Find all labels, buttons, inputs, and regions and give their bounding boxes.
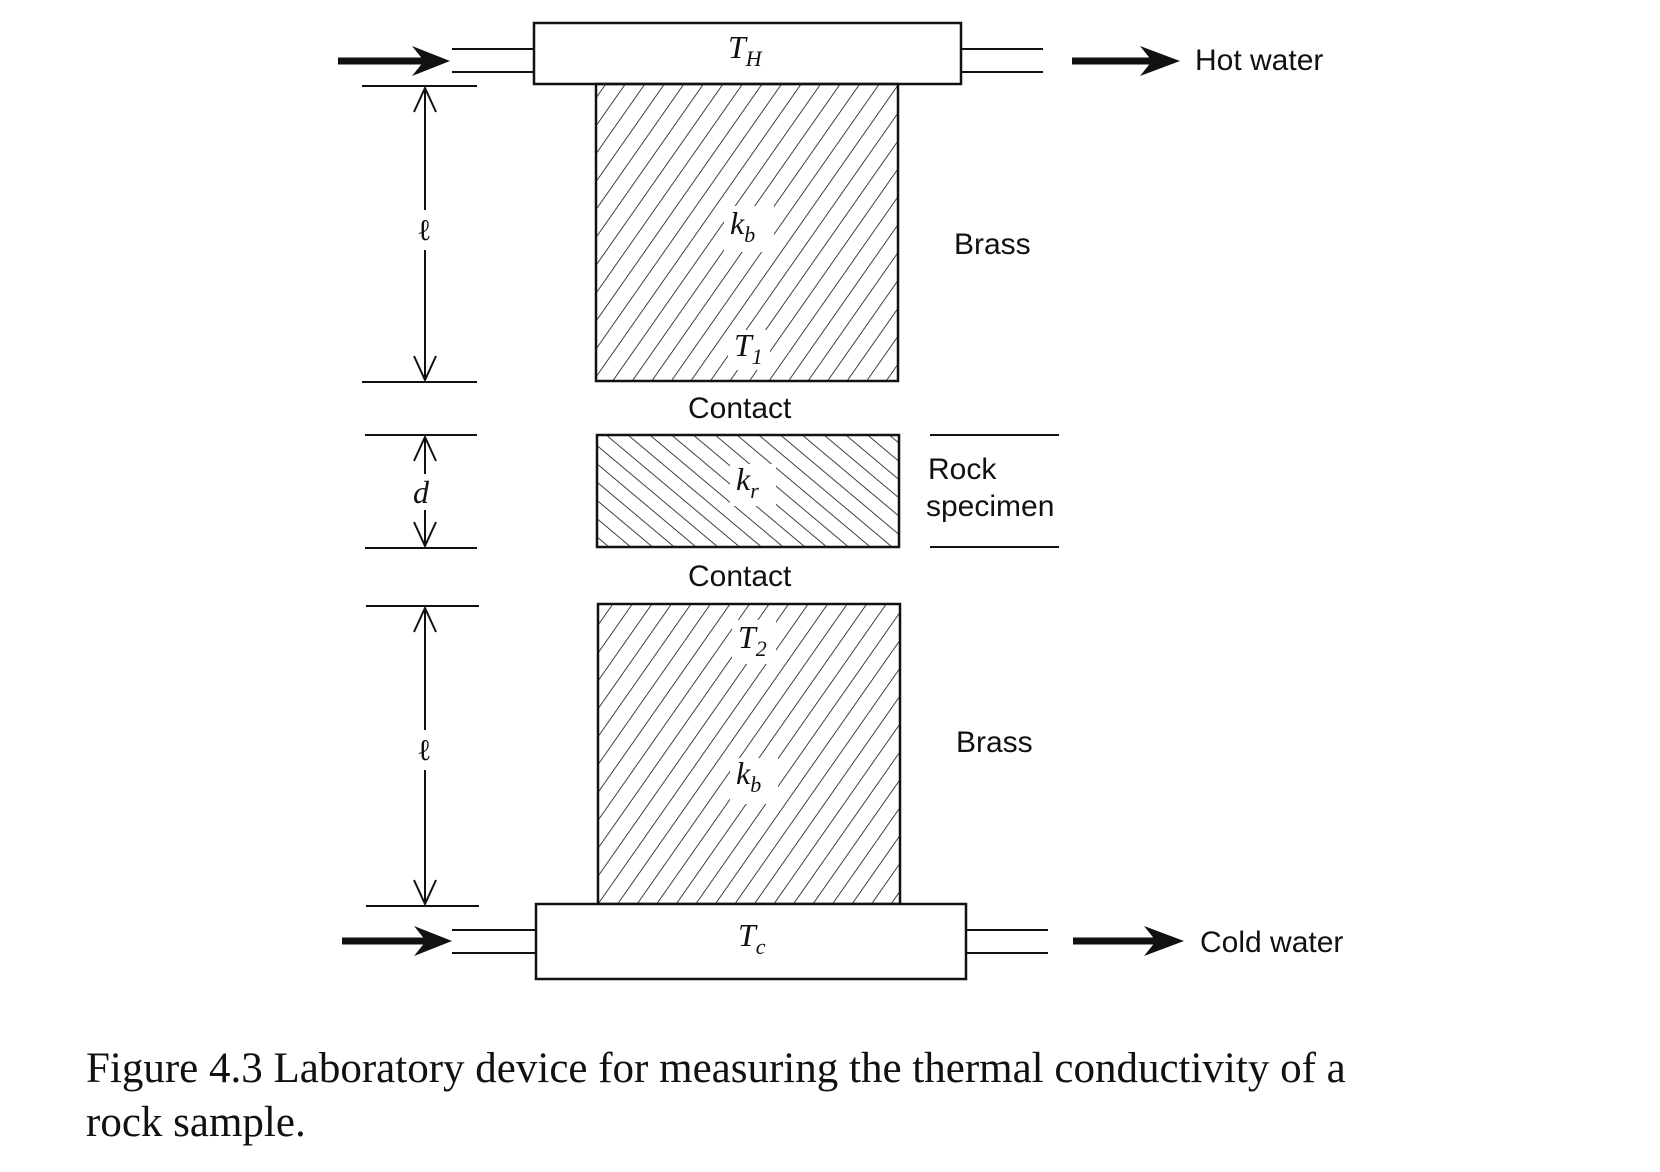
- upper-brass-conductivity: kb: [730, 205, 755, 247]
- lower-brass-label: Brass: [956, 726, 1033, 759]
- rock-label-line2: specimen: [926, 490, 1054, 523]
- dimension-upper-length: ℓ: [362, 85, 477, 383]
- dimension-upper-length-label: ℓ: [417, 214, 431, 247]
- rock-conductivity: kr: [736, 461, 759, 503]
- hot-water-label: Hot water: [1195, 44, 1323, 77]
- cold-inlet-arrow-icon: [342, 926, 452, 956]
- rock-specimen: kr Rock specimen: [595, 433, 1059, 549]
- rock-label-line1: Rock: [928, 453, 997, 486]
- hot-outlet-arrow-icon: [1072, 46, 1180, 76]
- cold-water-label: Cold water: [1200, 926, 1343, 959]
- dimension-rock-thickness-label: d: [413, 474, 430, 510]
- hot-bath-box: [532, 21, 963, 86]
- upper-brass-label: Brass: [954, 228, 1031, 261]
- contact-top-label: Contact: [688, 392, 792, 425]
- temperature-t2: T2: [738, 619, 767, 661]
- cold-outlet-arrow-icon: [1073, 926, 1184, 956]
- contact-bottom-label: Contact: [688, 560, 792, 593]
- cold-bath-box: [534, 902, 968, 981]
- figure-caption-line2: rock sample.: [86, 1099, 306, 1146]
- lower-brass-block: T2 kb Brass: [596, 602, 1033, 906]
- hot-bath-temperature: TH: [728, 29, 763, 71]
- lower-brass-conductivity: kb: [736, 755, 761, 797]
- figure-caption-line1: Figure 4.3 Laboratory device for measuri…: [86, 1045, 1346, 1092]
- hot-inlet-arrow-icon: [338, 46, 450, 76]
- cold-water-bath: Tc Cold water: [342, 902, 1343, 981]
- dimension-lower-length-label: ℓ: [417, 734, 431, 767]
- cold-bath-temperature: Tc: [738, 917, 766, 959]
- upper-brass-block: kb T1 Brass: [594, 82, 1031, 383]
- hot-water-bath: TH Hot water: [338, 21, 1323, 86]
- dimension-lower-length: ℓ: [366, 605, 479, 907]
- dimension-rock-thickness: d: [365, 434, 477, 549]
- temperature-t1: T1: [734, 327, 763, 369]
